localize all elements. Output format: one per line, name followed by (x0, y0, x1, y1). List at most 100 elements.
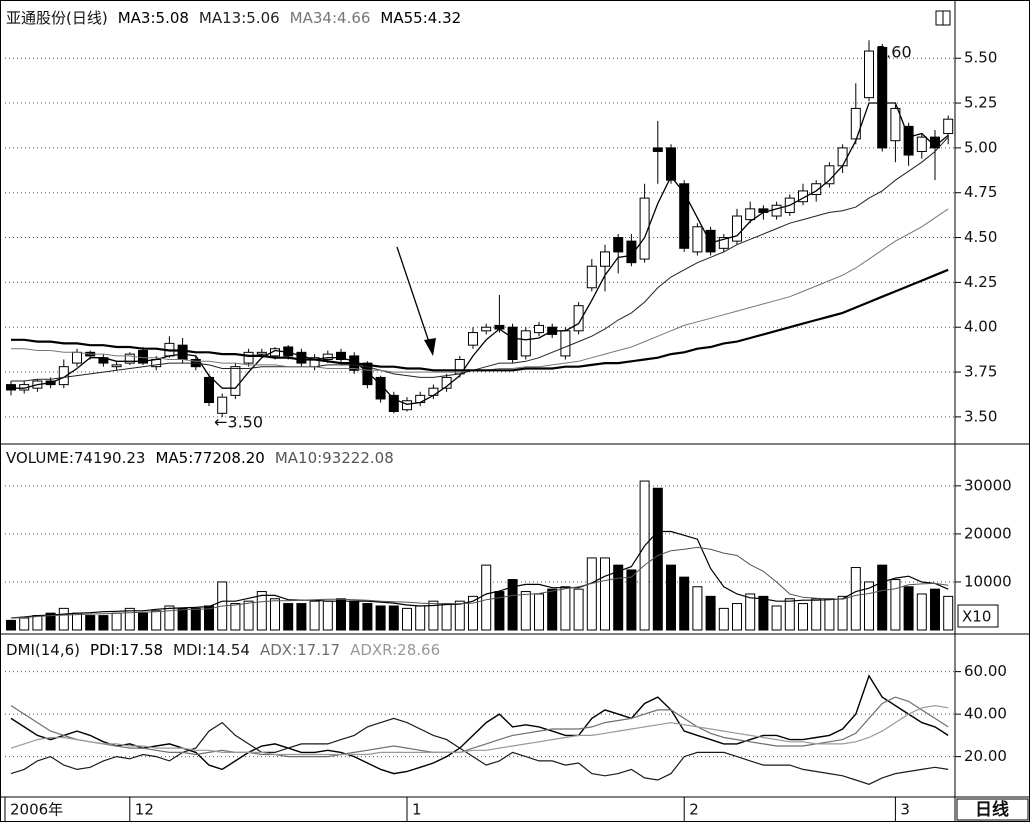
arrow-head (424, 338, 436, 356)
candle-body (600, 251, 610, 267)
candle-body (322, 353, 333, 361)
x-tick-label: 3 (900, 801, 910, 819)
volume-bar (243, 600, 254, 631)
candle-body (124, 353, 135, 364)
candle-body (428, 387, 439, 396)
volume-bar (19, 617, 30, 631)
volume-bar (468, 595, 478, 631)
y-tick-label: 30000 (964, 476, 1012, 494)
x-tick-label: 2 (689, 801, 699, 819)
candle-body (639, 197, 650, 260)
volume-bar (903, 586, 914, 631)
volume-bar (296, 603, 307, 631)
volume-bar (864, 581, 874, 631)
volume-bar (151, 610, 162, 631)
volume-bar (666, 564, 676, 631)
candle-body (652, 147, 663, 152)
candle-body (296, 351, 307, 364)
y-tick-label: 4.75 (964, 183, 997, 201)
volume-bar (204, 605, 214, 631)
y-tick-label: 4.00 (964, 318, 997, 336)
candle-body (877, 46, 888, 149)
volume-bar (230, 603, 241, 631)
volume-bar (388, 605, 399, 631)
candle-body (943, 118, 954, 135)
volume-bar (481, 564, 492, 631)
candle-body (375, 376, 386, 400)
candle-body (666, 147, 676, 181)
x-tick-label: 1 (412, 801, 422, 819)
volume-bar (283, 603, 294, 631)
y-tick-label: 60.00 (964, 662, 1007, 680)
volume-bar (362, 603, 373, 631)
candle-body (217, 396, 228, 414)
candle-body (204, 376, 214, 404)
panel-header: DMI(14,6) PDI:17.58 MDI:14.54 ADX:17.17 ADXR… (6, 641, 440, 659)
candle-body (573, 305, 584, 332)
candle-body (72, 351, 82, 364)
volume-bar (639, 480, 650, 631)
period-label[interactable]: 日线 (975, 799, 1009, 820)
arrow (396, 246, 431, 346)
series-line (10, 674, 949, 775)
series-line (10, 717, 949, 785)
candle-body (230, 366, 241, 396)
volume-bar (190, 607, 201, 631)
y-tick-label: 4.25 (964, 273, 997, 291)
legend-entry: MA3:5.08 (118, 9, 189, 27)
candle-body (771, 204, 782, 217)
volume-bar (547, 588, 558, 631)
unit-label: X10 (962, 608, 991, 626)
volume-bar (784, 598, 795, 631)
candle-body (837, 147, 848, 167)
volume-bar (322, 600, 333, 631)
volume-bar (679, 576, 690, 631)
volume-bar (824, 598, 835, 631)
volume-bar (375, 605, 386, 631)
x-tick-label: 2006年 (10, 801, 63, 819)
legend-entry: MA10:93222.08 (275, 449, 394, 467)
volume-bar (349, 600, 360, 631)
y-tick-label: 5.50 (964, 49, 997, 67)
candle-body (481, 326, 492, 332)
series-line (11, 268, 949, 372)
volume-bar (415, 605, 426, 631)
volume-bar (705, 595, 716, 631)
candle-body (692, 226, 703, 253)
candle-body (388, 394, 399, 413)
volume-bar (520, 591, 531, 631)
candle-body (58, 366, 69, 386)
candle-body (560, 330, 571, 357)
volume-bar (758, 595, 769, 631)
annotation: ←3.50 (214, 413, 263, 432)
legend-entry: MDI:14.54 (173, 641, 250, 659)
candle-body (362, 362, 373, 386)
volume-bar (428, 600, 439, 631)
series-line (10, 696, 949, 758)
candle-body (626, 240, 637, 264)
panel-title: DMI(14,6) (6, 641, 80, 659)
candle-body (811, 183, 822, 196)
volume-bar (930, 588, 940, 631)
y-tick-label: 4.50 (964, 228, 997, 246)
x-tick-label: 12 (135, 801, 154, 819)
candle-body (705, 229, 716, 253)
volume-bar (32, 615, 43, 631)
volume-bar (850, 567, 861, 631)
volume-bar (798, 603, 808, 631)
panel-title: VOLUME:74190.23 (6, 449, 145, 467)
candle-body (679, 183, 690, 249)
panel-title: 亚通股份(日线) (6, 9, 108, 27)
volume-bar (164, 605, 175, 631)
candle-body (177, 344, 188, 361)
candle-body (824, 165, 835, 185)
candle-body (6, 384, 16, 391)
unit-box (957, 604, 999, 628)
y-tick-label: 20000 (964, 524, 1012, 542)
volume-bar (138, 612, 148, 631)
period-box[interactable] (956, 798, 1029, 821)
volume-bar (811, 598, 822, 631)
candle-body (111, 364, 122, 368)
